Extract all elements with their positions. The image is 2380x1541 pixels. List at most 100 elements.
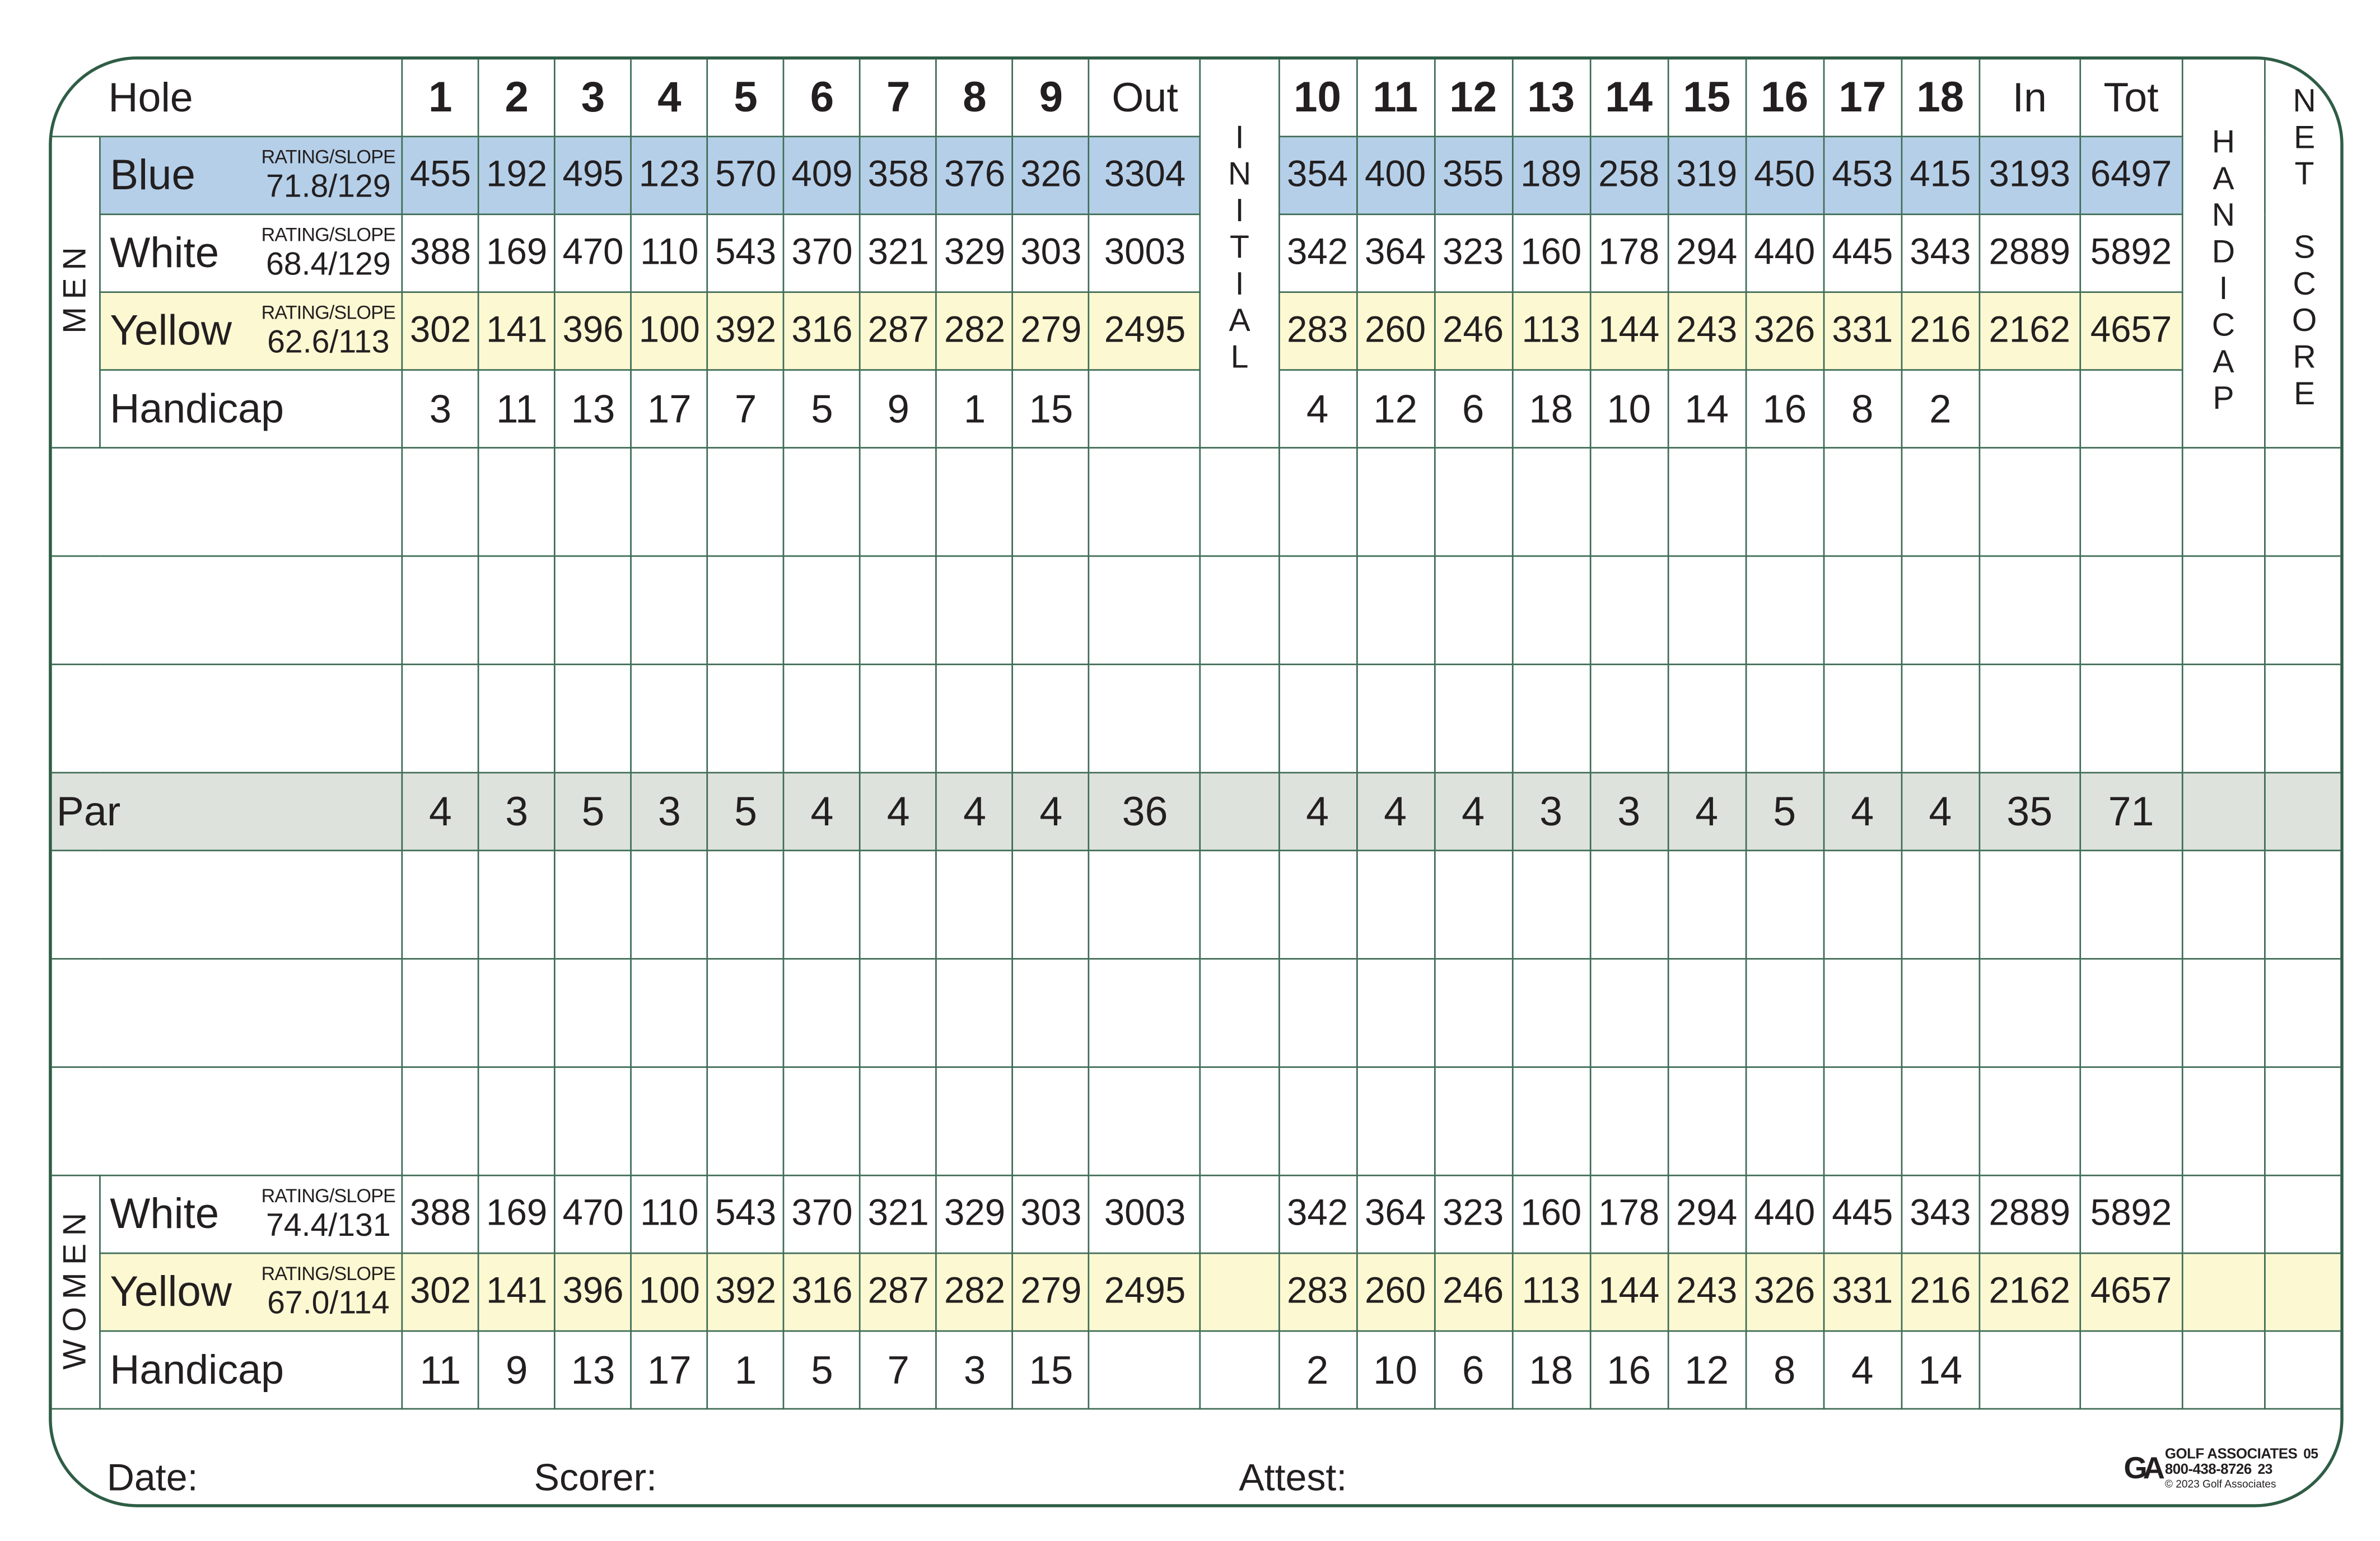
score-cell[interactable] <box>1277 958 1357 1068</box>
score-cell[interactable] <box>783 1066 861 1176</box>
score-cell[interactable] <box>1012 555 1090 665</box>
net-score-cell[interactable] <box>2264 1330 2341 1410</box>
score-cell[interactable] <box>401 849 479 960</box>
score-cell[interactable] <box>859 447 937 557</box>
score-cell[interactable] <box>630 849 708 960</box>
score-cell[interactable] <box>1277 664 1357 774</box>
score-cell[interactable] <box>1511 958 1591 1068</box>
score-cell[interactable] <box>936 447 1014 557</box>
net-score-column[interactable]: NET SCORE <box>2264 59 2341 449</box>
score-cell[interactable] <box>859 555 937 665</box>
score-cell[interactable] <box>1822 1066 1902 1176</box>
score-cell[interactable] <box>859 1066 937 1176</box>
score-cell[interactable] <box>554 958 632 1068</box>
score-cell[interactable] <box>1978 849 2081 960</box>
score-cell[interactable] <box>1088 447 1202 557</box>
score-cell[interactable] <box>2079 555 2183 665</box>
score-cell[interactable] <box>1088 555 1202 665</box>
score-cell[interactable] <box>1589 555 1669 665</box>
player-name-cell[interactable] <box>52 1066 403 1176</box>
score-cell[interactable] <box>707 958 785 1068</box>
player-name-cell[interactable] <box>52 555 403 665</box>
score-cell[interactable] <box>1012 1066 1090 1176</box>
score-cell[interactable] <box>707 555 785 665</box>
score-cell[interactable] <box>1277 1066 1357 1176</box>
score-cell[interactable] <box>783 958 861 1068</box>
score-cell[interactable] <box>1744 447 1824 557</box>
score-cell[interactable] <box>401 555 479 665</box>
score-cell[interactable] <box>1667 1066 1747 1176</box>
score-cell[interactable] <box>630 1066 708 1176</box>
score-cell[interactable] <box>478 1066 556 1176</box>
score-cell[interactable] <box>401 447 479 557</box>
score-cell[interactable] <box>859 958 937 1068</box>
score-cell[interactable] <box>630 555 708 665</box>
score-cell[interactable] <box>554 1066 632 1176</box>
score-cell[interactable] <box>478 664 556 774</box>
score-cell[interactable] <box>1978 958 2081 1068</box>
score-cell[interactable] <box>630 958 708 1068</box>
score-cell[interactable] <box>2264 1066 2341 1176</box>
score-cell[interactable] <box>1744 664 1824 774</box>
initial-cell[interactable] <box>1200 1174 1280 1254</box>
score-cell[interactable] <box>1822 849 1902 960</box>
score-cell[interactable] <box>2264 555 2341 665</box>
score-cell[interactable] <box>2181 1066 2266 1176</box>
score-cell[interactable] <box>1822 447 1902 557</box>
score-cell[interactable] <box>1667 664 1747 774</box>
score-cell[interactable] <box>1900 555 1980 665</box>
score-cell[interactable] <box>1744 849 1824 960</box>
score-cell[interactable] <box>554 555 632 665</box>
score-cell[interactable] <box>2181 664 2266 774</box>
score-cell[interactable] <box>707 1066 785 1176</box>
score-cell[interactable] <box>630 447 708 557</box>
score-cell[interactable] <box>1589 849 1669 960</box>
score-cell[interactable] <box>707 447 785 557</box>
score-cell[interactable] <box>1200 849 1280 960</box>
player-name-cell[interactable] <box>52 447 403 557</box>
score-cell[interactable] <box>936 555 1014 665</box>
score-cell[interactable] <box>1822 555 1902 665</box>
score-cell[interactable] <box>1012 958 1090 1068</box>
score-cell[interactable] <box>1433 849 1513 960</box>
score-cell[interactable] <box>1667 849 1747 960</box>
score-cell[interactable] <box>1088 664 1202 774</box>
score-cell[interactable] <box>1900 664 1980 774</box>
score-cell[interactable] <box>2181 958 2266 1068</box>
handicap-cell[interactable] <box>2181 1252 2266 1332</box>
date-field[interactable]: Date: <box>106 1456 198 1500</box>
score-cell[interactable] <box>783 447 861 557</box>
player-name-cell[interactable] <box>52 958 403 1068</box>
score-cell[interactable] <box>1589 664 1669 774</box>
score-cell[interactable] <box>1589 447 1669 557</box>
score-cell[interactable] <box>1200 664 1280 774</box>
score-cell[interactable] <box>1277 555 1357 665</box>
score-cell[interactable] <box>1978 555 2081 665</box>
score-cell[interactable] <box>401 664 479 774</box>
score-cell[interactable] <box>1433 958 1513 1068</box>
score-cell[interactable] <box>1900 849 1980 960</box>
score-cell[interactable] <box>1433 664 1513 774</box>
net-score-cell[interactable] <box>2264 1174 2341 1254</box>
score-cell[interactable] <box>1200 958 1280 1068</box>
score-cell[interactable] <box>1200 555 1280 665</box>
score-cell[interactable] <box>1012 849 1090 960</box>
initial-cell[interactable] <box>1200 1252 1280 1332</box>
player-name-cell[interactable] <box>52 664 403 774</box>
score-cell[interactable] <box>2079 664 2183 774</box>
player-name-cell[interactable] <box>52 849 403 960</box>
score-cell[interactable] <box>1900 447 1980 557</box>
score-cell[interactable] <box>1822 664 1902 774</box>
score-cell[interactable] <box>2079 447 2183 557</box>
score-cell[interactable] <box>1088 958 1202 1068</box>
handicap-cell[interactable] <box>2181 1330 2266 1410</box>
initial-column[interactable]: INITIAL <box>1200 59 1280 449</box>
score-cell[interactable] <box>1355 664 1435 774</box>
score-cell[interactable] <box>2181 447 2266 557</box>
score-cell[interactable] <box>1511 664 1591 774</box>
score-cell[interactable] <box>1900 1066 1980 1176</box>
attest-field[interactable]: Attest: <box>1239 1456 1347 1500</box>
score-cell[interactable] <box>1744 555 1824 665</box>
score-cell[interactable] <box>1355 447 1435 557</box>
score-cell[interactable] <box>478 958 556 1068</box>
